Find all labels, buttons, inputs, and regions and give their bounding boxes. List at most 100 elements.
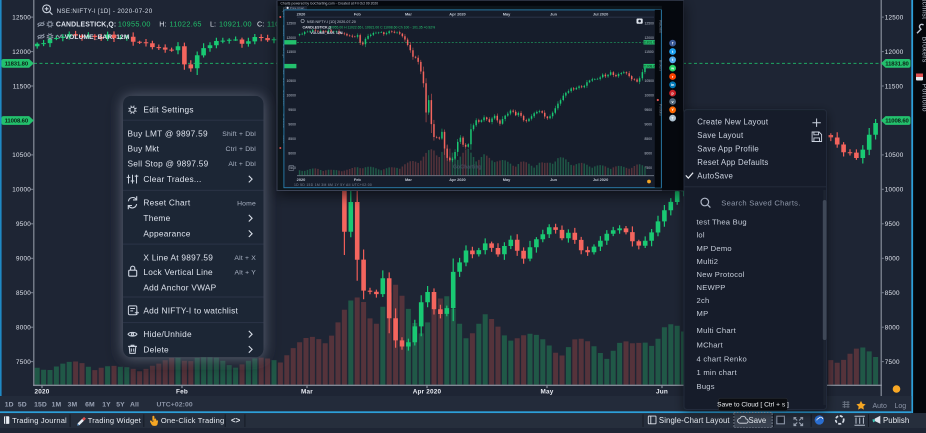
svg-text:10000: 10000 bbox=[885, 187, 904, 194]
svg-text:Save: Save bbox=[749, 416, 767, 425]
svg-text:1D: 1D bbox=[5, 402, 14, 409]
svg-text:Clear Trades...: Clear Trades... bbox=[143, 174, 201, 184]
svg-text:12500: 12500 bbox=[645, 21, 655, 25]
svg-text:8000: 8000 bbox=[288, 151, 296, 155]
svg-text:10500: 10500 bbox=[12, 152, 31, 159]
svg-text:CANDLESTICK,Q:: CANDLESTICK,Q: bbox=[56, 21, 116, 28]
svg-text:X Line At 9897.59: X Line At 9897.59 bbox=[143, 252, 213, 262]
svg-text:10955.00 H 11022.65 L 10921.00: 10955.00 H 11022.65 L 10921.00 C 11008.6… bbox=[329, 26, 435, 30]
svg-text:9500: 9500 bbox=[885, 221, 900, 228]
svg-text:11831.80: 11831.80 bbox=[643, 41, 657, 45]
svg-text:Alt + Dbl: Alt + Dbl bbox=[228, 161, 256, 168]
svg-text:Jul 2020: Jul 2020 bbox=[593, 177, 608, 182]
svg-text:One-Click Trading: One-Click Trading bbox=[161, 416, 224, 425]
svg-text:Multi Chart: Multi Chart bbox=[697, 326, 737, 335]
svg-text:7500: 7500 bbox=[885, 359, 900, 366]
svg-text:Apr 2020: Apr 2020 bbox=[449, 177, 465, 182]
svg-text:Jun: Jun bbox=[550, 177, 558, 182]
svg-text:Create New Layout: Create New Layout bbox=[697, 117, 769, 126]
svg-text:T: T bbox=[671, 117, 674, 121]
svg-text:May: May bbox=[540, 389, 553, 396]
svg-text:12500: 12500 bbox=[286, 21, 296, 25]
svg-text:VOLUME_BAR. 12M: VOLUME_BAR. 12M bbox=[65, 34, 130, 41]
svg-text:Ctrl + Dbl: Ctrl + Dbl bbox=[225, 146, 256, 153]
svg-text:in: in bbox=[671, 83, 675, 87]
svg-text:9000: 9000 bbox=[16, 256, 31, 263]
svg-text:Feb: Feb bbox=[176, 389, 188, 396]
svg-text:Log: Log bbox=[895, 403, 907, 410]
svg-text:t: t bbox=[672, 58, 674, 62]
svg-text:1D 5D 15D 1M 3M 6M 1Y 5: 1D 5D 15D 1M 3M 6M 1Y 5Y All UTC+02:00 bbox=[294, 183, 372, 187]
svg-text:NSE:NIFTY-I [1D] 2020-07-20: NSE:NIFTY-I [1D] 2020-07-20 bbox=[307, 20, 356, 24]
svg-text:10000: 10000 bbox=[645, 94, 655, 98]
svg-text:AutoSave: AutoSave bbox=[697, 172, 733, 181]
svg-text:9500: 9500 bbox=[16, 221, 31, 228]
svg-text:Save Layout: Save Layout bbox=[697, 131, 744, 140]
svg-text:Feb: Feb bbox=[354, 11, 362, 16]
svg-text:9000: 9000 bbox=[288, 122, 296, 126]
svg-text:Add NIFTY-I to watchlist: Add NIFTY-I to watchlist bbox=[143, 306, 238, 316]
svg-text:f: f bbox=[672, 42, 674, 46]
svg-text:7500: 7500 bbox=[16, 359, 31, 366]
svg-text:10000: 10000 bbox=[12, 187, 31, 194]
svg-text:Add Anchor VWAP: Add Anchor VWAP bbox=[143, 283, 216, 293]
svg-text:Publish: Publish bbox=[883, 416, 909, 425]
svg-text:10955.00: 10955.00 bbox=[118, 19, 151, 28]
svg-text:Mar: Mar bbox=[301, 389, 313, 396]
svg-text:Buy LMT @ 9897.59: Buy LMT @ 9897.59 bbox=[128, 128, 208, 138]
svg-text:5Y: 5Y bbox=[116, 402, 125, 409]
svg-text:Buy Mkt: Buy Mkt bbox=[128, 143, 160, 153]
svg-text:Alt + X: Alt + X bbox=[234, 255, 256, 262]
svg-text:May: May bbox=[503, 177, 511, 182]
svg-text:12000: 12000 bbox=[12, 49, 31, 56]
svg-text:10000: 10000 bbox=[286, 94, 296, 98]
svg-text:test Thea Bug: test Thea Bug bbox=[697, 217, 747, 226]
svg-text:8000: 8000 bbox=[885, 325, 900, 332]
svg-text:Brokers: Brokers bbox=[920, 37, 926, 63]
svg-text:w: w bbox=[670, 67, 674, 71]
svg-text:Jun: Jun bbox=[550, 11, 558, 16]
svg-text:Watchlist: Watchlist bbox=[659, 20, 663, 33]
svg-text:GoCharting: GoCharting bbox=[453, 165, 482, 171]
svg-text:7500: 7500 bbox=[288, 166, 296, 170]
svg-text:Reset App Defaults: Reset App Defaults bbox=[697, 158, 768, 167]
svg-text:10500: 10500 bbox=[286, 79, 296, 83]
svg-text:Jul 2020: Jul 2020 bbox=[593, 11, 608, 16]
svg-text:12000: 12000 bbox=[885, 49, 904, 56]
svg-text:<>: <> bbox=[231, 416, 241, 425]
svg-text:p: p bbox=[671, 92, 674, 96]
svg-text:9000: 9000 bbox=[885, 256, 900, 263]
svg-text:11008.60: 11008.60 bbox=[5, 119, 29, 125]
svg-text:1M: 1M bbox=[52, 402, 62, 409]
svg-text:3M: 3M bbox=[68, 402, 78, 409]
svg-text:Delete: Delete bbox=[143, 344, 169, 354]
svg-text:2020: 2020 bbox=[297, 11, 306, 16]
svg-text:9000: 9000 bbox=[645, 122, 653, 126]
svg-text:11022.65: 11022.65 bbox=[170, 19, 202, 28]
svg-text:Theme: Theme bbox=[143, 213, 170, 223]
svg-text:t: t bbox=[672, 50, 674, 54]
svg-text:NSE:NIFTY-I [1D] - 2020-07-20: NSE:NIFTY-I [1D] - 2020-07-20 bbox=[57, 8, 153, 15]
svg-text:9500: 9500 bbox=[288, 108, 296, 112]
svg-text:Mar: Mar bbox=[405, 177, 412, 182]
svg-text:11500: 11500 bbox=[287, 50, 296, 54]
svg-text:12000: 12000 bbox=[645, 36, 655, 40]
svg-text:Single-Chart Layout: Single-Chart Layout bbox=[659, 416, 731, 425]
svg-text:12500: 12500 bbox=[885, 14, 904, 21]
svg-text:Watchlist: Watchlist bbox=[920, 0, 926, 19]
svg-text:MChart: MChart bbox=[697, 340, 724, 349]
svg-text:11831.80: 11831.80 bbox=[885, 62, 909, 68]
svg-text:Mar: Mar bbox=[405, 11, 412, 16]
svg-text:VOLUME_BAR. 12M: VOLUME_BAR. 12M bbox=[310, 31, 342, 35]
svg-text:Reset Chart: Reset Chart bbox=[143, 198, 190, 208]
svg-text:2020: 2020 bbox=[297, 177, 306, 182]
svg-text:Shift + Dbl: Shift + Dbl bbox=[222, 131, 256, 138]
svg-text:1 min chart: 1 min chart bbox=[697, 368, 738, 377]
svg-text:1Y: 1Y bbox=[102, 402, 111, 409]
svg-text:8500: 8500 bbox=[16, 290, 31, 297]
svg-text:Sell Stop @ 9897.59: Sell Stop @ 9897.59 bbox=[128, 159, 209, 169]
svg-text:Price Chart: Price Chart bbox=[290, 6, 305, 10]
svg-text:4 chart Renko: 4 chart Renko bbox=[697, 354, 748, 363]
svg-text:lol: lol bbox=[697, 230, 705, 239]
svg-text:8000: 8000 bbox=[16, 325, 31, 332]
